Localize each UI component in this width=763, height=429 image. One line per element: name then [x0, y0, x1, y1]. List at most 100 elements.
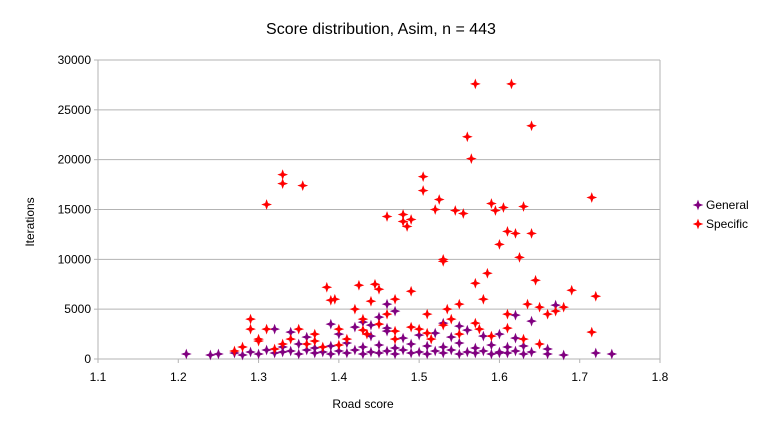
data-point: [381, 345, 393, 357]
data-point: [490, 205, 501, 216]
data-point: [486, 339, 497, 351]
y-tick-label: 5000: [64, 302, 91, 316]
data-point: [397, 216, 409, 227]
data-point: [373, 311, 385, 323]
data-point: [514, 251, 525, 263]
data-point: [413, 323, 425, 335]
data-point: [373, 347, 385, 359]
data-point: [469, 78, 481, 90]
data-point: [465, 153, 477, 165]
legend-marker-specific: [692, 218, 704, 230]
data-point: [357, 348, 369, 360]
data-point: [469, 277, 481, 289]
data-point: [437, 319, 449, 331]
x-tick-label: 1.1: [90, 370, 107, 384]
data-point: [381, 322, 393, 334]
axes: [97, 60, 661, 363]
data-point: [309, 342, 321, 354]
data-point: [586, 192, 598, 203]
data-point: [477, 293, 489, 305]
data-point: [321, 281, 333, 293]
data-point: [357, 341, 369, 353]
data-point: [550, 305, 562, 317]
data-point: [453, 320, 465, 332]
y-axis-title: Iterations: [23, 197, 37, 246]
data-point: [417, 185, 429, 196]
data-point: [389, 293, 401, 305]
data-point: [453, 298, 465, 310]
data-point: [365, 346, 377, 358]
data-point: [566, 284, 578, 296]
data-point: [381, 308, 393, 320]
data-point: [534, 338, 545, 350]
data-point: [381, 298, 393, 310]
data-point: [373, 318, 385, 330]
data-point: [494, 328, 505, 340]
y-tick-labels: 0 5000 10000 15000 20000 25000 30000: [58, 53, 92, 366]
data-point: [437, 341, 449, 353]
data-point: [417, 171, 429, 182]
data-point: [590, 290, 602, 302]
data-point: [413, 329, 425, 341]
data-point: [502, 347, 513, 359]
chart-title: Score distribution, Asim, n = 443: [266, 21, 496, 38]
data-point: [506, 78, 517, 90]
data-point: [590, 347, 602, 359]
y-tick-label: 0: [84, 352, 91, 366]
data-point: [405, 347, 417, 359]
legend: General Specific: [692, 198, 749, 231]
data-point: [542, 343, 553, 355]
data-point: [309, 328, 321, 340]
data-point: [285, 345, 297, 357]
data-point: [317, 341, 329, 353]
data-point: [518, 340, 529, 352]
data-point: [421, 327, 433, 339]
y-tick-label: 10000: [58, 252, 92, 266]
data-point: [518, 201, 529, 212]
data-point: [389, 333, 401, 345]
data-point: [473, 323, 485, 335]
data-point: [293, 323, 305, 335]
data-point: [449, 205, 461, 216]
data-point: [530, 274, 541, 286]
data-point: [253, 333, 264, 345]
data-point: [261, 199, 272, 210]
data-points: [180, 78, 618, 361]
y-tick-label: 20000: [58, 153, 92, 167]
data-point: [606, 348, 618, 360]
x-tick-label: 1.5: [411, 370, 428, 384]
data-point: [502, 322, 513, 334]
data-point: [461, 324, 473, 336]
data-point: [461, 131, 473, 143]
data-point: [522, 298, 533, 310]
data-point: [445, 331, 457, 343]
data-point: [510, 228, 521, 239]
data-point: [397, 209, 409, 220]
data-point: [309, 335, 321, 347]
data-point: [237, 341, 248, 353]
data-point: [413, 346, 425, 358]
x-tick-label: 1.6: [491, 370, 508, 384]
data-point: [558, 349, 570, 361]
data-point: [498, 202, 509, 213]
data-point: [389, 325, 401, 337]
x-axis-title: Road score: [332, 397, 394, 411]
data-point: [180, 348, 192, 360]
x-tick-labels: 1.1 1.2 1.3 1.4 1.5 1.6 1.7 1.8: [90, 370, 669, 384]
data-point: [510, 345, 521, 357]
data-point: [461, 346, 473, 358]
data-point: [421, 308, 433, 320]
data-point: [373, 283, 385, 295]
data-point: [534, 301, 545, 313]
data-point: [261, 323, 272, 335]
data-point: [341, 347, 353, 359]
data-point: [297, 180, 309, 191]
data-point: [329, 293, 341, 305]
x-tick-label: 1.8: [652, 370, 669, 384]
data-point: [389, 342, 401, 354]
data-point: [486, 348, 497, 360]
data-point: [542, 308, 553, 320]
data-point: [301, 331, 313, 343]
data-point: [269, 343, 281, 355]
